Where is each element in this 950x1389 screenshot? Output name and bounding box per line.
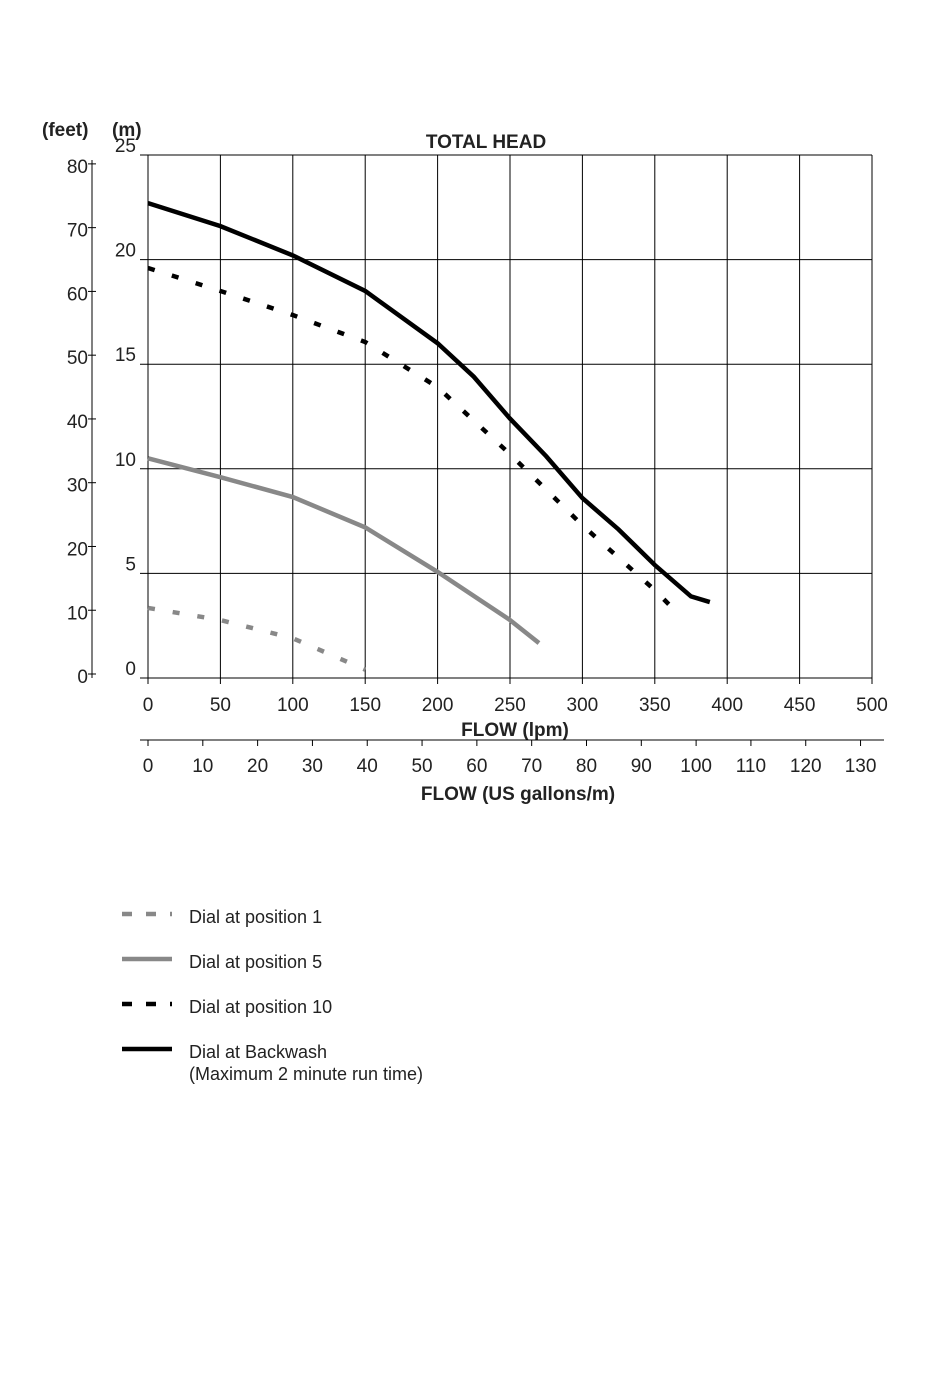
y2-tick-label: 70 bbox=[67, 221, 88, 242]
x2-tick-label: 50 bbox=[411, 756, 432, 777]
legend-label: Dial at Backwash bbox=[189, 1042, 327, 1062]
x2-tick-label: 120 bbox=[790, 756, 822, 777]
x2-tick-label: 110 bbox=[736, 756, 766, 777]
x2-tick-label: 30 bbox=[302, 756, 323, 777]
legend-label: Dial at position 1 bbox=[189, 907, 322, 927]
y2-tick-label: 80 bbox=[67, 157, 88, 178]
x-axis-label: FLOW (lpm) bbox=[461, 720, 569, 741]
x-tick-label: 0 bbox=[143, 695, 154, 716]
x2-tick-label: 90 bbox=[631, 756, 652, 777]
chart-title: TOTAL HEAD bbox=[426, 132, 546, 153]
x2-tick-label: 100 bbox=[680, 756, 712, 777]
x-tick-label: 350 bbox=[639, 695, 671, 716]
x2-axis-label: FLOW (US gallons/m) bbox=[421, 784, 615, 805]
y-tick-label: 5 bbox=[125, 554, 136, 575]
x-tick-label: 150 bbox=[349, 695, 381, 716]
y-tick-label: 15 bbox=[115, 345, 136, 366]
x-tick-label: 500 bbox=[856, 695, 888, 716]
x2-tick-label: 70 bbox=[521, 756, 542, 777]
legend-label: Dial at position 10 bbox=[189, 997, 332, 1017]
x-tick-label: 200 bbox=[422, 695, 454, 716]
y2-axis-label: (feet) bbox=[42, 120, 88, 141]
y2-tick-label: 60 bbox=[67, 284, 88, 305]
series-line bbox=[147, 605, 367, 672]
y-tick-label: 0 bbox=[125, 659, 136, 680]
y2-tick-label: 40 bbox=[67, 412, 88, 433]
x2-tick-label: 0 bbox=[143, 756, 154, 777]
x-tick-label: 450 bbox=[784, 695, 816, 716]
x-tick-label: 250 bbox=[494, 695, 526, 716]
x-tick-label: 400 bbox=[711, 695, 743, 716]
legend-label: Dial at position 5 bbox=[189, 952, 322, 972]
y-tick-label: 20 bbox=[115, 241, 136, 262]
x-tick-label: 100 bbox=[277, 695, 309, 716]
y-axis-label: (m) bbox=[112, 120, 142, 141]
x2-tick-label: 40 bbox=[357, 756, 378, 777]
y2-tick-label: 10 bbox=[67, 603, 88, 624]
x2-tick-label: 20 bbox=[247, 756, 268, 777]
legend-note: (Maximum 2 minute run time) bbox=[189, 1064, 423, 1084]
y2-tick-label: 20 bbox=[67, 539, 88, 560]
series-line bbox=[147, 200, 711, 605]
x2-tick-label: 80 bbox=[576, 756, 597, 777]
x-tick-label: 300 bbox=[567, 695, 599, 716]
y2-tick-label: 0 bbox=[77, 667, 88, 688]
series-line bbox=[147, 265, 679, 614]
y2-tick-label: 50 bbox=[67, 348, 88, 369]
y-tick-label: 25 bbox=[115, 136, 136, 157]
y2-tick-label: 30 bbox=[67, 476, 88, 497]
series-line bbox=[147, 456, 541, 645]
x-tick-label: 50 bbox=[210, 695, 231, 716]
x2-tick-label: 130 bbox=[845, 756, 877, 777]
x2-tick-label: 10 bbox=[192, 756, 213, 777]
x2-tick-label: 60 bbox=[466, 756, 487, 777]
y-tick-label: 10 bbox=[115, 450, 136, 471]
